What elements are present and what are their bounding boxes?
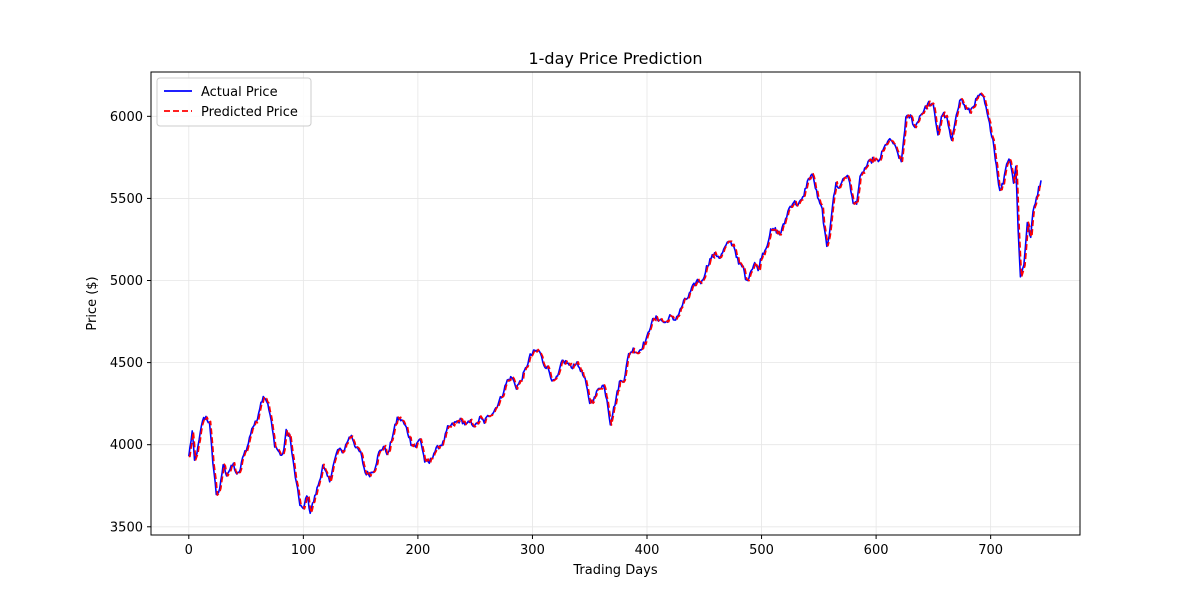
x-tick-label: 400 <box>635 543 660 558</box>
plot-frame <box>150 71 1081 536</box>
y-tick-label: 3500 <box>110 520 143 535</box>
y-tick-label: 5500 <box>110 192 143 207</box>
ticks: 0 100 200 300 400 500 600 700 3500 4000 4500 5000 55… <box>110 110 1003 558</box>
x-tick-label: 600 <box>864 543 889 558</box>
x-tick-label: 300 <box>520 543 545 558</box>
x-tick-label: 0 <box>185 543 193 558</box>
x-axis-label: Trading Days <box>572 563 657 578</box>
x-tick-label: 100 <box>291 543 316 558</box>
x-tick-label: 200 <box>405 543 430 558</box>
series-layer <box>188 92 1042 515</box>
y-tick-label: 6000 <box>110 110 143 125</box>
series-predicted-price-line <box>188 92 1042 514</box>
y-axis-label: Price ($) <box>85 276 100 330</box>
x-tick-label: 500 <box>749 543 774 558</box>
legend-actual-label: Actual Price <box>201 85 278 100</box>
x-tick-label: 700 <box>978 543 1003 558</box>
legend-predicted-label: Predicted Price <box>201 105 298 120</box>
y-tick-label: 5000 <box>110 274 143 289</box>
legend-box <box>156 77 312 127</box>
y-tick-label: 4500 <box>110 356 143 371</box>
y-tick-label: 4000 <box>110 438 143 453</box>
legend: Actual Price Predicted Price <box>156 77 312 127</box>
chart-title: 1-day Price Prediction <box>528 49 702 68</box>
grid <box>151 72 1080 535</box>
